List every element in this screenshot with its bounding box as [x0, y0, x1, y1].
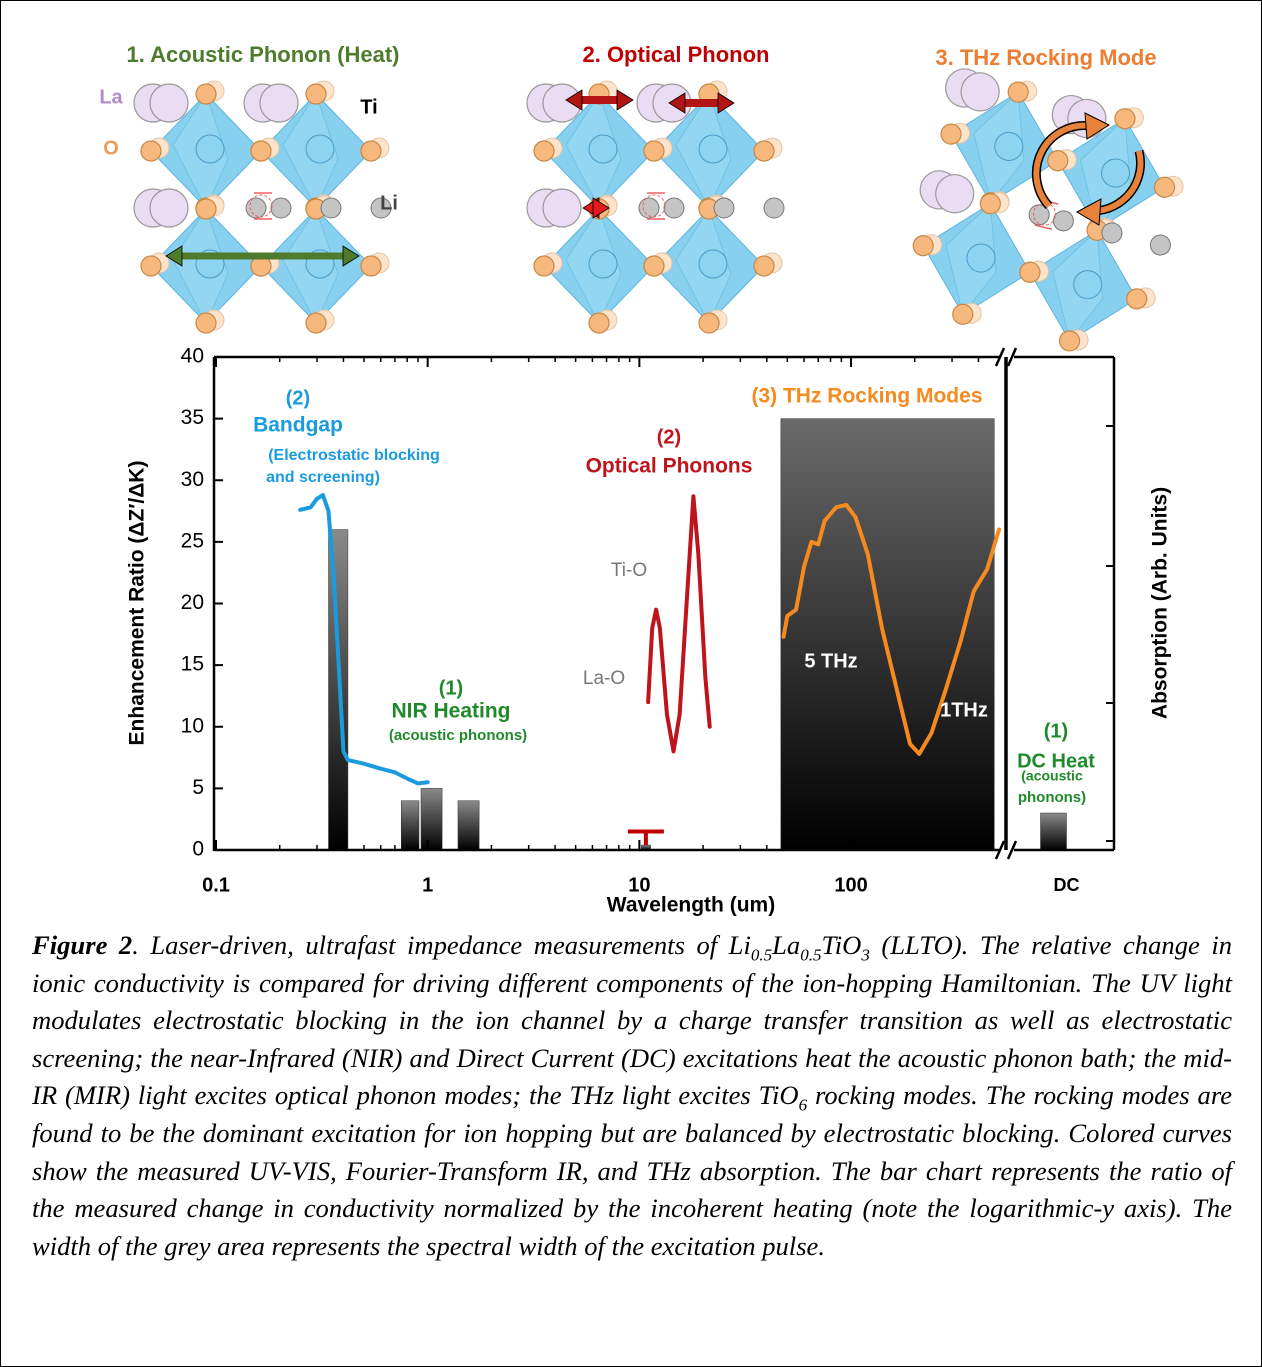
y-tick-label: 10 — [181, 714, 204, 737]
annotation: Optical Phonons — [586, 455, 753, 478]
caption-sub: 6 — [799, 1096, 808, 1115]
annotation: (1) — [439, 677, 463, 699]
o-atom — [141, 141, 161, 161]
o-atom — [754, 141, 774, 161]
ti-atom — [699, 250, 727, 278]
li-atom — [1051, 209, 1075, 233]
o-atom — [196, 199, 216, 219]
y-tick-label: 35 — [181, 406, 204, 429]
caption-text: TiO — [821, 930, 861, 960]
o-atom — [534, 141, 554, 161]
li-atom — [1148, 233, 1172, 257]
li-atom — [246, 198, 266, 218]
annotation: 1THz — [940, 699, 988, 721]
lattice — [134, 81, 391, 333]
atom-label: La — [99, 86, 123, 108]
y-tick-label: 30 — [181, 468, 204, 491]
li-atom — [714, 198, 734, 218]
y2-axis-label: Absorption (Arb. Units) — [1149, 487, 1172, 719]
x-tick-label: 0.1 — [202, 874, 230, 896]
atom-label: Li — [380, 192, 398, 214]
atom-label: Ti — [360, 96, 377, 118]
error-bar — [628, 832, 664, 846]
o-atom — [251, 141, 271, 161]
li-atom — [321, 198, 341, 218]
caption-text: La — [772, 930, 800, 960]
bar — [401, 801, 419, 850]
o-atom — [644, 256, 664, 276]
li-atom — [664, 198, 684, 218]
caption-sub: 0.5 — [751, 945, 772, 964]
annotation: (2) — [286, 387, 310, 409]
o-atom — [141, 256, 161, 276]
annotation: (Electrostatic blocking — [268, 447, 440, 464]
panel-title: 3. THz Rocking Mode — [935, 45, 1156, 70]
y-tick-label: 25 — [181, 529, 204, 552]
page: 1. Acoustic Phonon (Heat) 2. Optical Pho… — [0, 0, 1262, 1367]
annotation: and screening) — [266, 469, 380, 486]
o-atom — [361, 141, 381, 161]
o-atom — [196, 84, 216, 104]
ti-atom — [589, 250, 617, 278]
bar — [1041, 813, 1067, 850]
la-atom — [543, 189, 581, 227]
y-axis-label: Enhancement Ratio (ΔZ′/ΔK) — [126, 461, 149, 746]
annotation: (2) — [657, 426, 681, 448]
x-tick-label: 1 — [422, 874, 433, 896]
caption-sub: 3 — [861, 945, 870, 964]
absorption-curve — [648, 496, 710, 751]
o-atom — [754, 256, 774, 276]
o-atom — [644, 141, 664, 161]
o-atom — [196, 313, 216, 333]
annotation: NIR Heating — [391, 700, 510, 723]
y-tick-label: 0 — [192, 838, 204, 861]
panel-title: 1. Acoustic Phonon (Heat) — [127, 42, 400, 67]
li-atom — [764, 198, 784, 218]
annotation: phonons) — [1018, 789, 1086, 806]
la-atom — [150, 84, 188, 122]
ti-atom — [589, 135, 617, 163]
atom-label: O — [103, 137, 119, 159]
panel-title: 2. Optical Phonon — [582, 42, 769, 67]
annotation: Ti-O — [611, 560, 647, 581]
annotation: (acoustic — [1021, 768, 1083, 784]
ti-atom — [196, 135, 224, 163]
lattice — [527, 81, 784, 333]
o-atom — [534, 256, 554, 276]
caption-label: Figure 2 — [32, 930, 132, 960]
caption-text: . Laser-driven, ultrafast impedance meas… — [132, 930, 751, 960]
y-tick-label: 20 — [181, 591, 204, 614]
o-atom — [306, 313, 326, 333]
y-tick-label: 40 — [181, 345, 204, 368]
li-atom — [271, 198, 291, 218]
o-atom — [699, 313, 719, 333]
x-tick-label: 100 — [834, 874, 867, 896]
ti-atom — [699, 135, 727, 163]
bar — [458, 801, 479, 850]
y-tick-label: 5 — [192, 776, 204, 799]
annotation: 5 THz — [804, 650, 857, 672]
x-axis-label: Wavelength (um) — [607, 894, 775, 917]
ti-atom — [306, 135, 334, 163]
la-atom — [260, 84, 298, 122]
o-atom — [306, 84, 326, 104]
caption: Figure 2. Laser-driven, ultrafast impeda… — [32, 927, 1232, 1265]
li-atom — [639, 198, 659, 218]
arrow-head — [617, 90, 633, 110]
o-atom — [361, 256, 381, 276]
caption-sub: 0.5 — [800, 945, 821, 964]
annotation: Bandgap — [253, 414, 343, 437]
annotation: (3) THz Rocking Modes — [751, 385, 982, 408]
y-tick-label: 15 — [181, 653, 204, 676]
x-tick-label: DC — [1054, 875, 1080, 895]
bar — [421, 788, 442, 850]
annotation: (acoustic phonons) — [389, 727, 527, 744]
o-atom — [589, 313, 609, 333]
annotation: La-O — [583, 668, 625, 689]
annotation: (1) — [1044, 720, 1068, 742]
la-atom — [150, 189, 188, 227]
lattice — [891, 62, 1201, 369]
figure: 1. Acoustic Phonon (Heat) 2. Optical Pho… — [1, 1, 1261, 926]
